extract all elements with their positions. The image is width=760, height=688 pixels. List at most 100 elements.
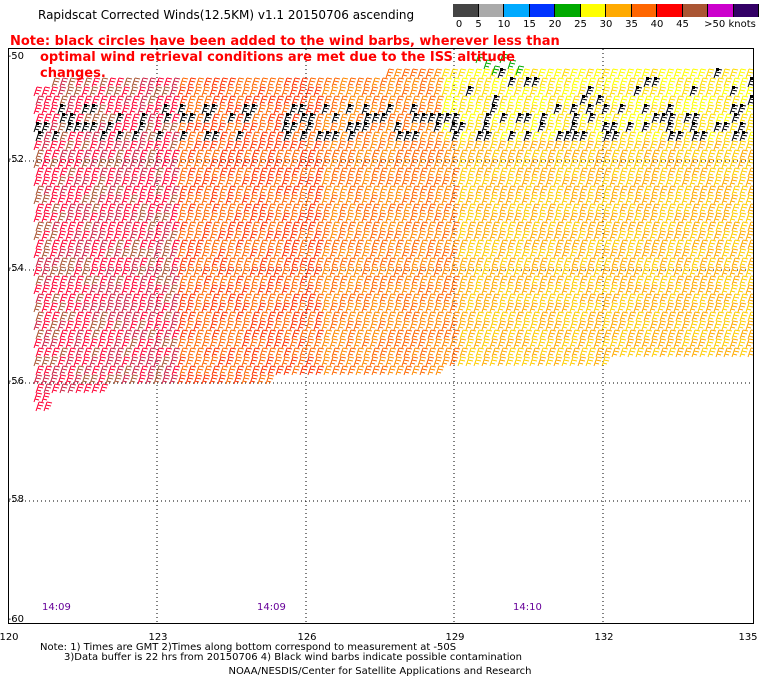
- wind-barb: [683, 293, 693, 304]
- wind-barb: [171, 311, 181, 322]
- wind-barb: [347, 365, 357, 376]
- wind-barb: [617, 140, 627, 151]
- wind-barb: [449, 320, 459, 331]
- wind-barb: [737, 176, 747, 187]
- wind-barb: [433, 212, 443, 223]
- wind-barb: [265, 122, 275, 133]
- wind-barb: [531, 203, 541, 214]
- lon-label: 129: [445, 632, 465, 643]
- wind-barb: [467, 131, 477, 142]
- wind-barb: [297, 338, 307, 349]
- wind-barb: [395, 113, 405, 124]
- wind-barb: [441, 194, 451, 205]
- wind-barb: [465, 158, 475, 169]
- wind-barb: [609, 86, 619, 97]
- wind-barb: [657, 212, 667, 223]
- wind-barb: [241, 356, 251, 367]
- wind-barb: [129, 374, 139, 385]
- wind-barb: [699, 203, 709, 214]
- wind-barb: [113, 122, 123, 133]
- wind-barb: [313, 302, 323, 313]
- wind-barb: [635, 167, 645, 178]
- wind-barb: [515, 347, 525, 358]
- wind-barb: [265, 302, 275, 313]
- wind-barb: [619, 113, 629, 124]
- wind-barb: [449, 302, 459, 313]
- wind-barb: [337, 320, 347, 331]
- wind-barb: [179, 329, 189, 340]
- wind-barb: [211, 131, 221, 142]
- wind-barb: [65, 374, 75, 385]
- wind-barb: [419, 185, 429, 196]
- wind-barb: [217, 158, 227, 169]
- wind-barb: [531, 239, 541, 250]
- wind-barb: [521, 176, 531, 187]
- wind-barb: [467, 203, 477, 214]
- wind-barb: [657, 104, 667, 115]
- wind-barb: [275, 311, 285, 322]
- wind-barb: [211, 311, 221, 322]
- wind-barb: [627, 185, 637, 196]
- wind-barb: [545, 194, 555, 205]
- wind-barb: [129, 356, 139, 367]
- wind-barb: [139, 311, 149, 322]
- wind-barb: [745, 248, 753, 259]
- wind-barb: [411, 347, 421, 358]
- wind-barb: [393, 140, 403, 151]
- wind-barb: [339, 365, 349, 376]
- wind-barb: [521, 68, 531, 79]
- wind-barb: [107, 347, 117, 358]
- wind-barb: [65, 302, 75, 313]
- wind-barb: [347, 77, 357, 88]
- wind-barb: [627, 167, 637, 178]
- wind-barb: [385, 140, 395, 151]
- wind-barb: [379, 131, 389, 142]
- wind-barb: [457, 284, 467, 295]
- wind-barb: [675, 203, 685, 214]
- wind-barb: [603, 329, 613, 340]
- wind-barb: [249, 320, 259, 331]
- wind-barb: [395, 347, 405, 358]
- wind-barb: [251, 221, 261, 232]
- wind-barb: [225, 338, 235, 349]
- wind-barb: [673, 104, 683, 115]
- wind-barb: [721, 140, 731, 151]
- wind-barb: [177, 212, 187, 223]
- wind-barb: [441, 104, 451, 115]
- wind-barb: [129, 194, 139, 205]
- wind-barb: [745, 302, 753, 313]
- wind-barb: [107, 239, 117, 250]
- wind-barb: [641, 212, 651, 223]
- wind-barb: [171, 131, 181, 142]
- wind-barb: [201, 338, 211, 349]
- wind-barb: [67, 131, 77, 142]
- wind-barb: [177, 302, 187, 313]
- wind-barb: [649, 158, 659, 169]
- wind-barb: [489, 320, 499, 331]
- wind-barb: [315, 257, 325, 268]
- wind-barb: [625, 104, 635, 115]
- wind-barb: [35, 383, 45, 394]
- wind-barb: [459, 347, 469, 358]
- wind-barb: [619, 221, 629, 232]
- wind-barb: [275, 275, 285, 286]
- wind-barb: [153, 320, 163, 331]
- color-scale-labels: 0 5 10 15 20 25 30 35 40 45 >50 knots: [453, 17, 759, 31]
- wind-barb: [449, 338, 459, 349]
- wind-barb: [241, 212, 251, 223]
- wind-barb: [625, 230, 635, 241]
- wind-barb: [105, 302, 115, 313]
- wind-barb: [203, 185, 213, 196]
- wind-barb: [499, 329, 509, 340]
- wind-barb: [67, 77, 77, 88]
- wind-barb: [587, 203, 597, 214]
- wind-barb: [217, 212, 227, 223]
- wind-barb: [465, 302, 475, 313]
- wind-barb: [515, 275, 525, 286]
- wind-barb: [313, 122, 323, 133]
- wind-barb: [689, 140, 699, 151]
- wind-barb: [41, 302, 51, 313]
- wind-barb: [579, 329, 589, 340]
- wind-barb: [35, 221, 45, 232]
- wind-barb: [571, 257, 581, 268]
